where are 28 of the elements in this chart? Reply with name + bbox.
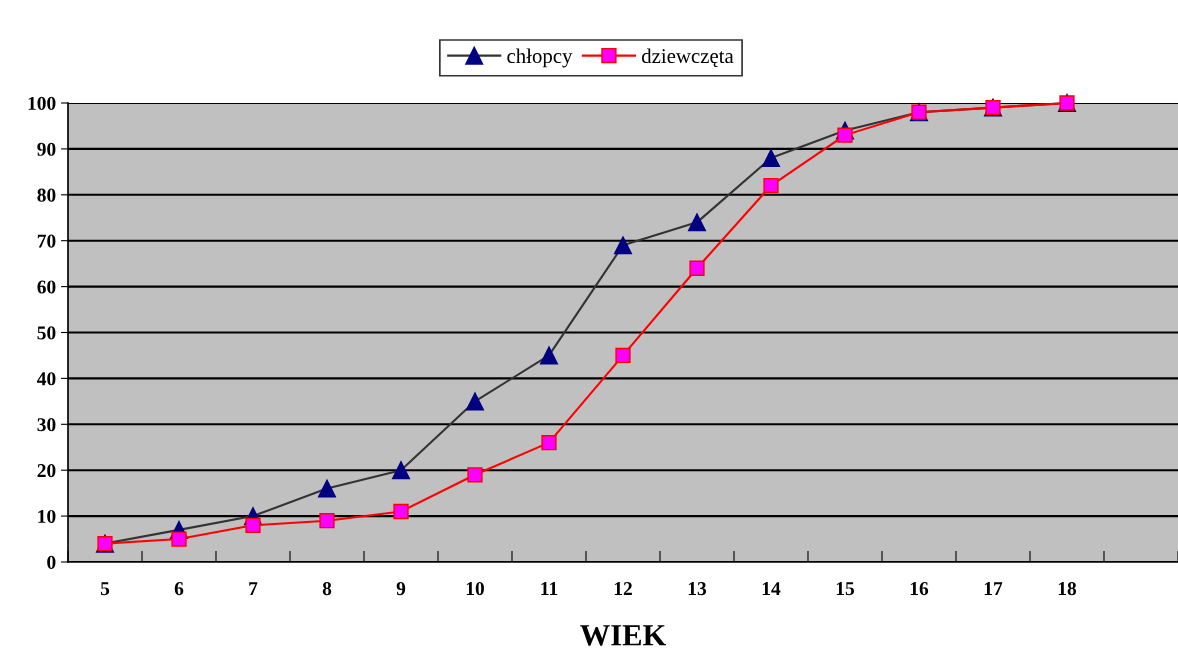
x-tick-label: 8 <box>322 582 332 596</box>
x-axis-title: WIEK <box>580 625 667 646</box>
y-tick-label: 100 <box>28 96 56 110</box>
y-tick-label: 10 <box>38 509 56 524</box>
x-tick-label: 12 <box>614 582 632 595</box>
x-tick-label: 17 <box>984 582 1003 595</box>
x-tick-label: 5 <box>100 582 110 596</box>
x-tick-label: 11 <box>541 582 558 595</box>
x-tick-label: 15 <box>836 582 855 596</box>
y-tick-label: 30 <box>37 418 56 432</box>
y-tick-label: 0 <box>47 555 56 569</box>
x-tick-label: 10 <box>466 582 484 596</box>
y-tick-label: 90 <box>37 142 56 156</box>
x-tick-label: 14 <box>762 582 781 595</box>
x-tick-label: 6 <box>174 582 184 596</box>
x-tick-label: 13 <box>688 582 707 596</box>
y-tick-label: 40 <box>37 372 56 386</box>
x-tick-label: 18 <box>1058 582 1077 596</box>
y-tick-label: 60 <box>37 280 56 294</box>
y-tick-label: 80 <box>37 188 56 202</box>
x-tick-label: 7 <box>249 582 258 595</box>
legend-label: chłopcy <box>507 48 573 68</box>
y-tick-label: 70 <box>37 234 56 248</box>
x-tick-label: 9 <box>396 582 406 596</box>
y-tick-label: 20 <box>37 464 56 478</box>
y-tick-label: 50 <box>37 326 56 340</box>
legend-label: dziewczęta <box>641 48 734 67</box>
x-tick-label: 16 <box>910 582 929 596</box>
